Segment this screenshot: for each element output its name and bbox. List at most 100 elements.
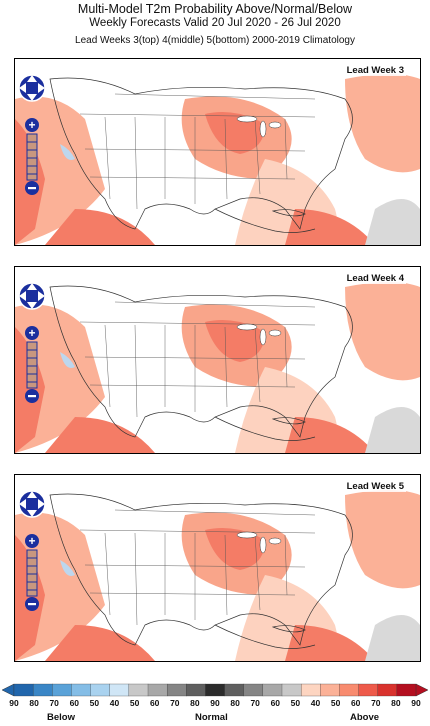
lead-week-label: Lead Week 5 [344, 481, 406, 492]
legend-tick-label: 80 [190, 698, 200, 708]
legend-tick-label: 90 [9, 698, 19, 708]
legend-tick-label: 50 [330, 698, 341, 708]
color-legend: 90 80 70 60 50 40 50 60 70 80 90 80 70 60 50 40 50 60 70 80… [0, 683, 430, 726]
legend-tick-label: 60 [350, 698, 361, 708]
legend-above-label: Above [350, 712, 380, 723]
map-panel-week-3[interactable]: Lead Week 3 + [14, 58, 421, 246]
pan-up-icon [27, 283, 37, 290]
pan-right-icon [38, 499, 45, 509]
coastline [49, 493, 353, 649]
legend-tick-label: 70 [371, 698, 381, 708]
legend-tick-label: 40 [310, 698, 321, 708]
legend-tick-label: 90 [210, 698, 220, 708]
zoom-control[interactable]: + [24, 533, 40, 613]
legend-swatch [224, 683, 245, 697]
legend-swatch [358, 683, 379, 697]
state-borders [79, 93, 316, 210]
legend-swatch [109, 683, 130, 697]
legend-tick-label: 70 [49, 698, 59, 708]
zoom-out-icon [28, 603, 36, 606]
lead-week-label: Lead Week 3 [344, 65, 406, 76]
zoom-in-icon: + [28, 326, 35, 340]
probability-shading [15, 74, 420, 245]
legend-tick-label: 70 [170, 698, 180, 708]
zoom-in-icon: + [28, 118, 35, 132]
zoom-control[interactable]: + [24, 325, 40, 405]
legend-swatch [32, 683, 53, 697]
great-lakes [236, 323, 282, 346]
legend-swatch [13, 683, 34, 697]
pan-control[interactable] [17, 71, 47, 105]
zoom-out-icon [28, 395, 36, 398]
pan-left-icon [19, 291, 26, 301]
zoom-in-button [25, 326, 39, 340]
legend-tick-label: 80 [391, 698, 401, 708]
legend-tick-label: 70 [250, 698, 260, 708]
state-borders [79, 509, 316, 626]
figure-info-line: Lead Weeks 3(top) 4(middle) 5(bottom) 20… [75, 35, 355, 46]
legend-tick-label: 50 [290, 698, 301, 708]
pan-right-icon [38, 83, 45, 93]
pan-down-icon [27, 302, 37, 309]
legend-swatch [300, 683, 321, 697]
pan-down-icon [27, 510, 37, 517]
legend-normal-label: Normal [195, 712, 228, 723]
map-panel-week-4[interactable]: Lead Week 4 + [14, 266, 421, 454]
legend-swatch [128, 683, 149, 697]
legend-colorbar [1, 683, 429, 697]
probability-map[interactable] [15, 59, 420, 245]
zoom-out-icon [28, 187, 36, 190]
legend-swatch [205, 683, 225, 697]
pan-right-icon [38, 291, 45, 301]
zoom-control[interactable]: + [24, 117, 40, 197]
figure-title: Multi-Model T2m Probability Above/Normal… [77, 2, 353, 16]
legend-ticks: 90 80 70 60 50 40 50 60 70 80 90 80 70 60 50 40 50 60 70 80… [0, 698, 430, 710]
legend-swatch [262, 683, 283, 697]
zoom-slider-track [26, 133, 38, 181]
probability-shading [15, 282, 420, 453]
probability-map[interactable] [15, 475, 420, 661]
legend-swatch [281, 683, 302, 697]
probability-map[interactable] [15, 267, 420, 453]
legend-swatch [377, 683, 398, 697]
figure-subtitle: Weekly Forecasts Valid 20 Jul 2020 - 26 … [89, 17, 341, 29]
map-panel-week-5[interactable]: Lead Week 5 + [14, 474, 421, 662]
great-lakes [236, 531, 282, 554]
pan-control[interactable] [17, 487, 47, 521]
legend-tick-label: 60 [270, 698, 281, 708]
legend-tick-label: 60 [149, 698, 160, 708]
legend-swatch [147, 683, 168, 697]
legend-tick-label: 90 [411, 698, 421, 708]
great-lakes [236, 115, 282, 138]
zoom-in-button [25, 118, 39, 132]
legend-tick-label: 40 [109, 698, 120, 708]
lead-week-label: Lead Week 4 [344, 273, 406, 284]
legend-swatch [90, 683, 111, 697]
pan-left-icon [19, 499, 26, 509]
zoom-in-button [25, 534, 39, 548]
pan-control[interactable] [17, 279, 47, 313]
legend-tick-label: 80 [230, 698, 240, 708]
pan-left-icon [19, 83, 26, 93]
legend-tick-label: 60 [69, 698, 80, 708]
legend-swatch [52, 683, 72, 697]
legend-swatch [320, 683, 340, 697]
pan-up-icon [27, 75, 37, 82]
legend-swatch [71, 683, 91, 697]
legend-arrow-right [415, 683, 429, 697]
legend-swatch [396, 683, 417, 697]
zoom-in-icon: + [28, 534, 35, 548]
zoom-slider-track [26, 341, 38, 389]
legend-swatch [339, 683, 359, 697]
legend-tick-label: 50 [89, 698, 100, 708]
legend-arrow-left [1, 683, 15, 697]
probability-shading [15, 490, 420, 661]
state-borders [79, 301, 316, 418]
legend-swatch [166, 683, 187, 697]
legend-below-label: Below [47, 712, 75, 723]
coastline [49, 77, 353, 233]
legend-tick-label: 50 [129, 698, 140, 708]
pan-down-icon [27, 94, 37, 101]
legend-swatch [243, 683, 264, 697]
coastline [49, 285, 353, 441]
